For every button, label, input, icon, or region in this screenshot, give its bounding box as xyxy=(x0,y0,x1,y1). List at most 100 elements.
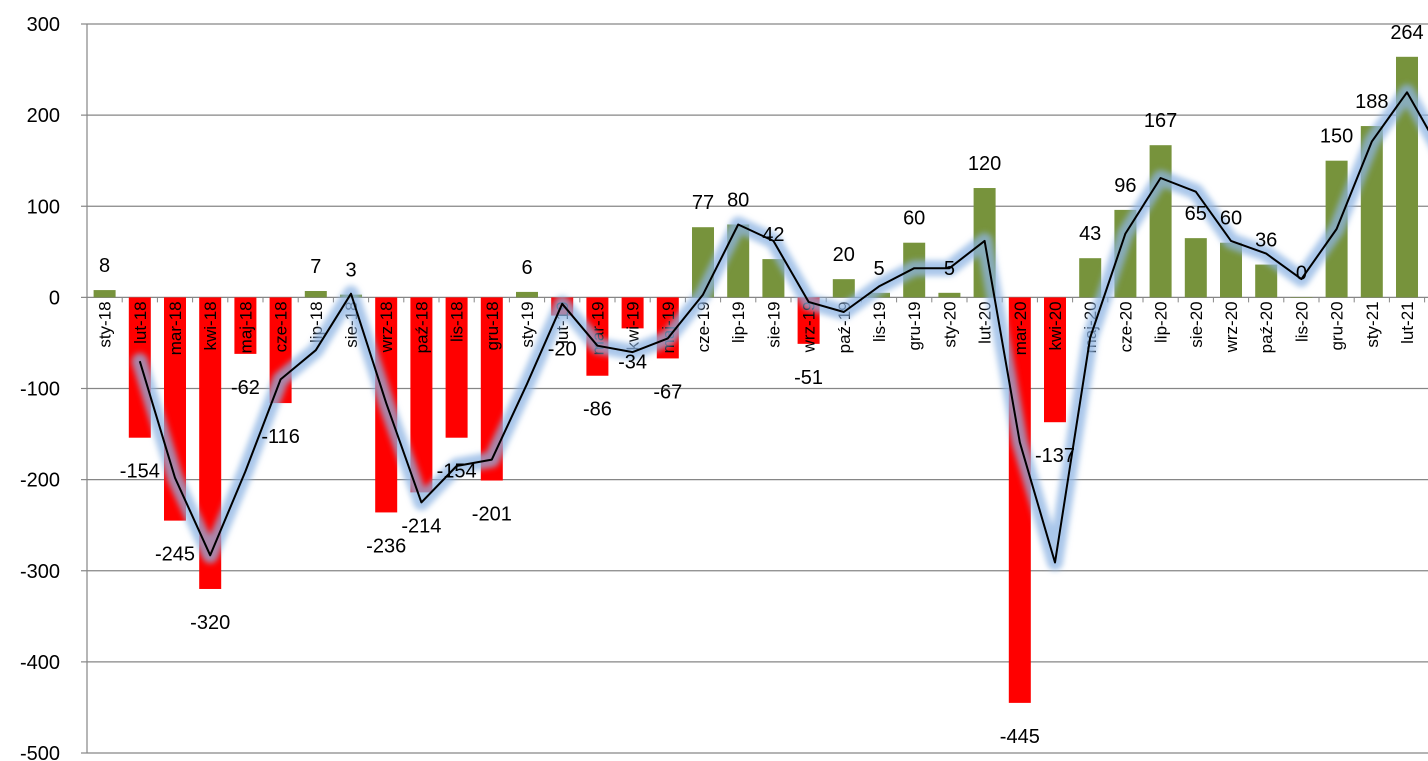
x-tick-label: sie-20 xyxy=(1187,301,1206,347)
bar xyxy=(832,279,855,298)
bar xyxy=(410,297,433,493)
x-tick-label: sty-18 xyxy=(96,301,115,347)
data-label: 43 xyxy=(1079,223,1101,245)
x-tick-label: sie-19 xyxy=(764,301,783,347)
x-tick-label: sty-20 xyxy=(940,301,959,347)
data-label: -116 xyxy=(261,426,300,448)
data-label: -214 xyxy=(401,515,441,537)
x-tick-label: kwi-18 xyxy=(201,301,220,350)
bar xyxy=(938,292,961,298)
x-tick-label: kwi-20 xyxy=(1046,301,1065,350)
y-tick-label: -400 xyxy=(20,652,60,674)
data-label: 120 xyxy=(968,153,1001,175)
x-tick-label: lip-19 xyxy=(729,301,748,343)
x-tick-label: mar-18 xyxy=(166,301,185,355)
bar xyxy=(304,290,327,298)
line-path xyxy=(138,91,1428,564)
data-label: -86 xyxy=(583,399,612,421)
bar xyxy=(1184,238,1207,298)
data-label: 42 xyxy=(762,224,784,246)
data-label: 3 xyxy=(345,260,356,282)
x-tick-labels: sty-18 lut-18 mar-18 kwi-18 maj-18 cze-18 lip-… xyxy=(96,301,1417,355)
x-tick-label: cze-18 xyxy=(272,301,291,352)
data-label: -445 xyxy=(1000,726,1040,748)
data-label: -201 xyxy=(472,504,512,526)
data-label: -154 xyxy=(120,461,160,483)
data-label: -51 xyxy=(794,367,823,389)
x-tick-label: wrz-20 xyxy=(1222,301,1241,353)
data-label: -20 xyxy=(548,339,577,361)
data-label: -245 xyxy=(155,544,195,566)
x-tick-label: sty-21 xyxy=(1363,301,1382,347)
bar xyxy=(1255,264,1278,298)
bar xyxy=(199,297,222,589)
x-tick-label: gru-20 xyxy=(1328,301,1347,350)
x-tick-label: sty-19 xyxy=(518,301,537,347)
x-tick-label: lut-18 xyxy=(131,301,150,344)
bar xyxy=(93,290,116,298)
x-tick-label: paź-20 xyxy=(1257,301,1276,353)
bar xyxy=(1149,145,1172,298)
data-label: 264 xyxy=(1390,22,1423,44)
data-label: -34 xyxy=(618,351,647,373)
y-tick-label: -300 xyxy=(20,561,60,583)
y-axis: -500 -400 -300 -200 -100 0 100 200 300 xyxy=(20,14,88,761)
data-label: 188 xyxy=(1355,91,1388,113)
data-label: 8 xyxy=(99,255,110,277)
bar xyxy=(1220,242,1242,298)
data-label: 7 xyxy=(310,256,321,278)
bar xyxy=(234,297,257,354)
data-label: 6 xyxy=(521,257,532,279)
data-label: 77 xyxy=(692,192,714,214)
x-tick-label: gru-18 xyxy=(483,301,502,350)
data-label: -67 xyxy=(653,381,682,403)
y-tick-label: -100 xyxy=(20,379,60,401)
data-label: 150 xyxy=(1320,126,1353,148)
data-label: -154 xyxy=(437,461,477,483)
data-label: 5 xyxy=(944,258,955,280)
x-tick-label: lis-18 xyxy=(448,301,467,342)
data-label: 80 xyxy=(727,189,749,211)
x-tick-label: lis-19 xyxy=(870,301,889,342)
x-tick-label: cze-20 xyxy=(1116,301,1135,352)
y-tick-label: -500 xyxy=(20,743,60,761)
data-label: 5 xyxy=(873,258,884,280)
x-tick-label: lis-20 xyxy=(1292,301,1311,342)
x-tick-label: wrz-19 xyxy=(800,301,819,353)
x-tick-label: wrz-18 xyxy=(377,301,396,353)
data-label: 60 xyxy=(1220,208,1242,230)
x-tick-label: mar-20 xyxy=(1011,301,1030,355)
data-label: -137 xyxy=(1035,445,1075,467)
bar-series xyxy=(93,56,1426,703)
data-label: -320 xyxy=(190,612,230,634)
bar xyxy=(445,297,468,438)
x-tick-label: paź-18 xyxy=(412,301,431,353)
line-series xyxy=(131,84,1428,571)
data-label: 65 xyxy=(1185,203,1207,225)
y-tick-label: -200 xyxy=(20,470,60,492)
data-label: 96 xyxy=(1114,175,1136,197)
y-tick-label: 300 xyxy=(27,14,60,36)
y-tick-label: 200 xyxy=(27,105,60,127)
y-tick-label: 100 xyxy=(27,196,60,218)
data-label: 0 xyxy=(1296,262,1307,284)
data-label: 20 xyxy=(833,244,855,266)
data-label: 60 xyxy=(903,208,925,230)
x-tick-label: lut-21 xyxy=(1398,301,1417,344)
bar xyxy=(516,291,538,298)
x-tick-label: maj-18 xyxy=(236,301,255,353)
data-label: -236 xyxy=(366,535,406,557)
x-tick-label: cze-19 xyxy=(694,301,713,352)
data-label: 167 xyxy=(1144,110,1177,132)
x-tick-label: lip-20 xyxy=(1152,301,1171,343)
bar xyxy=(1044,297,1066,423)
x-tick-label: gru-19 xyxy=(905,301,924,350)
data-labels: 8 -154 -245 -320 -62 -116 7 3 -236-214 -154 -201 6 -… xyxy=(99,22,1424,748)
bar xyxy=(1290,297,1313,298)
data-label: -62 xyxy=(231,377,260,399)
bar xyxy=(1079,258,1102,298)
bar xyxy=(762,259,785,298)
bar xyxy=(621,297,644,329)
y-tick-label: 0 xyxy=(49,287,60,309)
